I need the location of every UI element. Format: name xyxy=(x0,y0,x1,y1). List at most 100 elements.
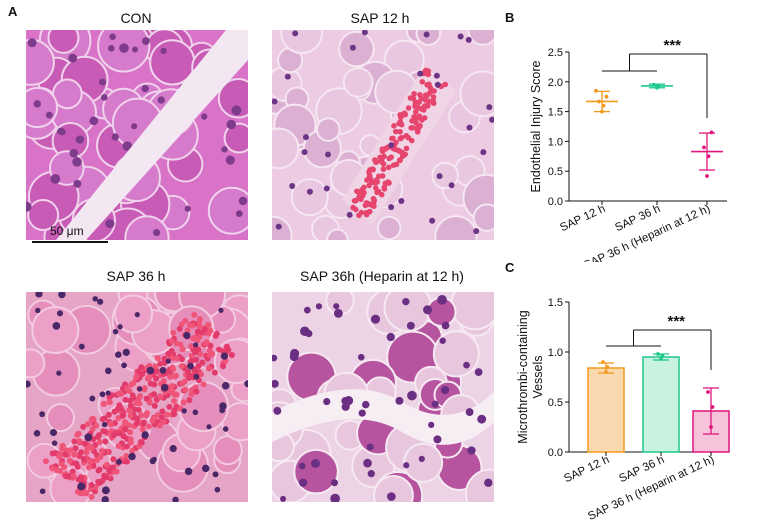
nucleus xyxy=(119,43,129,53)
red-blood-cell xyxy=(87,458,94,465)
red-blood-cell xyxy=(163,411,170,418)
red-blood-cell xyxy=(396,120,402,127)
red-blood-cell xyxy=(211,369,218,376)
nucleus xyxy=(222,426,229,432)
acinar-cell xyxy=(26,86,59,129)
acinar-cell xyxy=(431,161,459,190)
red-blood-cell xyxy=(88,482,95,489)
red-blood-cell xyxy=(414,127,421,134)
x-tick-label: SAP 12 h xyxy=(558,203,607,234)
red-blood-cell xyxy=(76,437,83,444)
red-blood-cell xyxy=(128,381,135,388)
nucleus xyxy=(406,321,415,330)
nucleus xyxy=(142,37,150,45)
nucleus xyxy=(51,440,58,446)
nucleus xyxy=(153,229,161,237)
red-blood-cell xyxy=(92,488,99,495)
acinar-cell xyxy=(342,67,374,98)
nucleus xyxy=(149,457,156,465)
nucleus xyxy=(323,185,330,192)
red-blood-cell xyxy=(78,449,85,456)
red-blood-cell xyxy=(356,212,362,219)
acinar-cell xyxy=(280,30,324,55)
red-blood-cell xyxy=(107,420,114,427)
red-blood-cell xyxy=(61,451,68,458)
red-blood-cell xyxy=(378,156,385,163)
red-blood-cell xyxy=(72,451,79,458)
nucleus xyxy=(272,354,278,362)
red-blood-cell xyxy=(196,333,203,340)
nucleus xyxy=(330,479,339,487)
red-blood-cell xyxy=(370,195,377,202)
nucleus xyxy=(310,458,320,468)
red-blood-cell xyxy=(190,334,197,341)
duct xyxy=(56,30,248,240)
nucleus xyxy=(121,362,127,369)
red-blood-cell xyxy=(430,98,436,104)
nucleus xyxy=(333,303,340,310)
nucleus xyxy=(363,458,372,468)
nucleus xyxy=(370,314,381,324)
data-point xyxy=(594,88,598,93)
red-blood-cell xyxy=(391,123,397,129)
nucleus xyxy=(221,382,230,390)
red-blood-cell xyxy=(139,426,146,433)
data-point xyxy=(600,109,604,114)
bar xyxy=(587,367,625,453)
nucleus xyxy=(272,98,278,105)
data-point xyxy=(706,390,710,394)
nucleus xyxy=(218,307,224,313)
red-blood-cell xyxy=(380,166,387,173)
nucleus xyxy=(193,342,199,348)
nucleus xyxy=(105,367,112,375)
nucleus xyxy=(172,496,179,502)
red-blood-cell xyxy=(165,350,172,357)
red-blood-cell xyxy=(80,423,87,430)
nucleus xyxy=(26,201,32,212)
red-blood-cell xyxy=(126,407,133,414)
nucleus xyxy=(306,188,313,195)
red-blood-cell xyxy=(203,340,210,347)
significance-label: *** xyxy=(667,313,685,330)
nucleus xyxy=(448,182,455,189)
nucleus xyxy=(333,308,343,318)
nucleus xyxy=(169,444,177,453)
histology-image-heparin xyxy=(272,292,494,502)
red-blood-cell xyxy=(102,428,109,435)
red-blood-cell xyxy=(207,327,214,334)
acinar-cell xyxy=(403,442,444,483)
nucleus xyxy=(418,455,425,462)
red-blood-cell xyxy=(160,418,167,425)
red-blood-cell xyxy=(366,182,372,189)
nucleus xyxy=(388,142,395,149)
red-blood-cell xyxy=(83,490,90,497)
y-tick-label: 2.0 xyxy=(548,77,563,89)
red-blood-cell xyxy=(78,477,85,484)
nucleus xyxy=(349,44,356,51)
nucleus xyxy=(477,414,487,424)
nucleus xyxy=(57,127,65,136)
red-blood-cell xyxy=(371,203,377,209)
y-tick-label: 0.5 xyxy=(548,166,563,178)
red-blood-cell xyxy=(350,204,356,211)
data-point xyxy=(660,354,665,358)
red-blood-cell xyxy=(361,184,367,191)
red-blood-cell xyxy=(56,451,63,458)
nucleus xyxy=(362,400,370,409)
data-point xyxy=(656,352,660,356)
red-blood-cell xyxy=(367,167,373,173)
nucleus xyxy=(439,337,446,345)
red-blood-cell xyxy=(110,464,117,471)
nucleus xyxy=(395,396,404,405)
red-blood-cell xyxy=(178,363,185,370)
acinar-cell xyxy=(207,186,248,235)
red-blood-cell xyxy=(397,157,403,164)
red-blood-cell xyxy=(70,472,77,479)
nucleus xyxy=(225,155,235,165)
x-tick-label: SAP 12 h xyxy=(562,454,611,485)
data-point xyxy=(652,82,656,87)
red-blood-cell xyxy=(126,429,133,436)
y-tick-label: 1.0 xyxy=(548,347,563,359)
red-blood-cell xyxy=(123,458,130,465)
red-blood-cell xyxy=(105,411,112,418)
